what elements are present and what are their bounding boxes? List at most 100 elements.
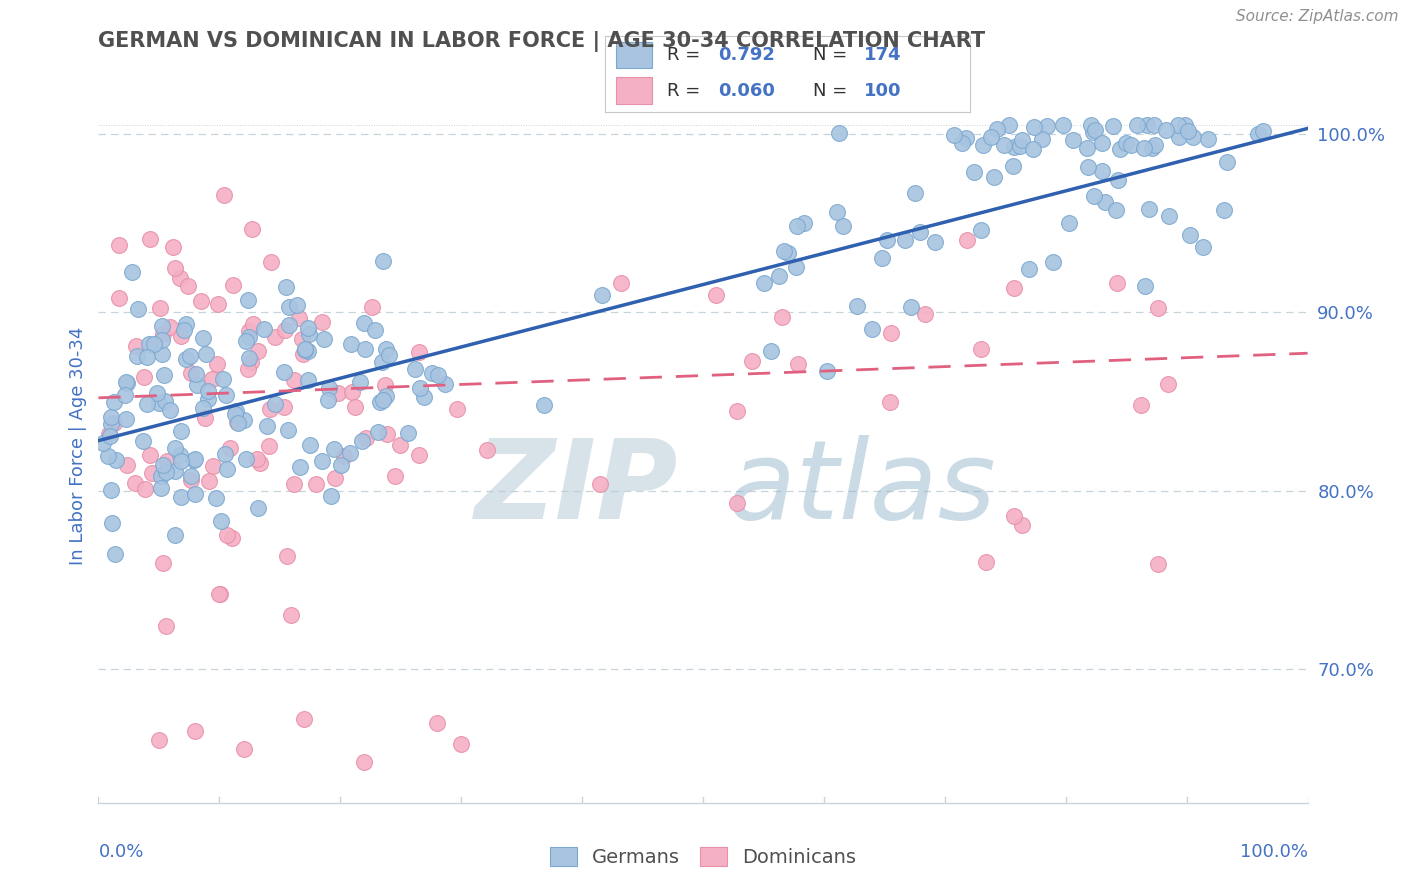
- Point: [93, 436, 115, 450]
- Point: [1216, 155, 1239, 169]
- Point: [367, 425, 389, 439]
- Point: [384, 469, 406, 483]
- Point: [344, 400, 367, 414]
- Point: [924, 235, 946, 249]
- Point: [197, 384, 219, 398]
- Point: [238, 324, 260, 338]
- Point: [173, 323, 195, 337]
- Point: [155, 465, 177, 479]
- Point: [741, 354, 763, 368]
- Point: [183, 452, 205, 467]
- Point: [153, 368, 176, 383]
- Point: [208, 587, 231, 601]
- Point: [209, 515, 232, 529]
- Point: [1102, 119, 1125, 133]
- Point: [1144, 137, 1167, 152]
- Point: [1108, 142, 1130, 156]
- Text: GERMAN VS DOMINICAN IN LABOR FORCE | AGE 30-34 CORRELATION CHART: GERMAN VS DOMINICAN IN LABOR FORCE | AGE…: [98, 31, 986, 53]
- Point: [371, 254, 394, 268]
- Point: [785, 260, 807, 274]
- Point: [277, 301, 299, 315]
- Point: [377, 348, 399, 362]
- Point: [239, 355, 262, 369]
- Point: [246, 501, 269, 516]
- Point: [165, 464, 187, 478]
- Point: [201, 372, 224, 386]
- Point: [1154, 123, 1177, 137]
- Point: [910, 225, 932, 239]
- Point: [155, 394, 177, 409]
- Point: [326, 385, 349, 400]
- Point: [101, 516, 124, 530]
- Point: [238, 361, 260, 376]
- Point: [232, 413, 254, 427]
- Point: [283, 372, 305, 386]
- Point: [1177, 124, 1199, 138]
- Point: [304, 476, 326, 491]
- Point: [162, 240, 184, 254]
- Point: [1212, 202, 1234, 217]
- Point: [533, 398, 555, 412]
- Point: [138, 232, 160, 246]
- Point: [870, 252, 893, 266]
- Point: [294, 342, 316, 356]
- Bar: [616, 42, 652, 69]
- Point: [260, 255, 283, 269]
- Point: [207, 297, 229, 311]
- Point: [283, 476, 305, 491]
- Point: [1091, 164, 1114, 178]
- Point: [1136, 118, 1159, 132]
- Point: [108, 291, 131, 305]
- Point: [152, 556, 174, 570]
- Point: [997, 118, 1019, 132]
- Point: [214, 447, 236, 461]
- Point: [212, 372, 235, 386]
- Point: [983, 170, 1005, 185]
- Point: [152, 326, 174, 341]
- Point: [180, 366, 202, 380]
- Point: [249, 457, 271, 471]
- Point: [704, 288, 727, 302]
- Point: [329, 458, 352, 472]
- Point: [752, 277, 775, 291]
- Point: [319, 489, 342, 503]
- Point: [1168, 130, 1191, 145]
- Point: [246, 344, 269, 359]
- Point: [408, 345, 430, 359]
- Point: [184, 367, 207, 381]
- Point: [212, 187, 235, 202]
- Point: [371, 393, 394, 408]
- Point: [152, 458, 174, 473]
- Point: [375, 342, 398, 356]
- Point: [876, 233, 898, 247]
- Point: [285, 298, 308, 312]
- Point: [150, 469, 173, 483]
- Point: [1001, 159, 1024, 173]
- Point: [396, 426, 419, 441]
- Point: [1011, 518, 1033, 533]
- Point: [232, 742, 254, 756]
- Point: [165, 260, 187, 275]
- Point: [786, 219, 808, 233]
- Bar: [616, 78, 652, 104]
- Point: [134, 369, 156, 384]
- Point: [323, 471, 346, 485]
- Point: [1062, 132, 1084, 146]
- Point: [264, 397, 287, 411]
- Point: [179, 349, 201, 363]
- Point: [1119, 138, 1142, 153]
- Point: [209, 587, 232, 601]
- Text: N =: N =: [813, 46, 853, 64]
- Point: [943, 128, 966, 142]
- Point: [725, 404, 748, 418]
- Point: [1115, 136, 1137, 150]
- Point: [190, 293, 212, 308]
- Point: [976, 555, 998, 569]
- Text: 100.0%: 100.0%: [1240, 843, 1308, 861]
- Point: [138, 337, 160, 351]
- Point: [184, 724, 207, 739]
- Point: [205, 491, 228, 505]
- Point: [191, 401, 214, 416]
- Point: [263, 330, 285, 344]
- Point: [846, 299, 869, 313]
